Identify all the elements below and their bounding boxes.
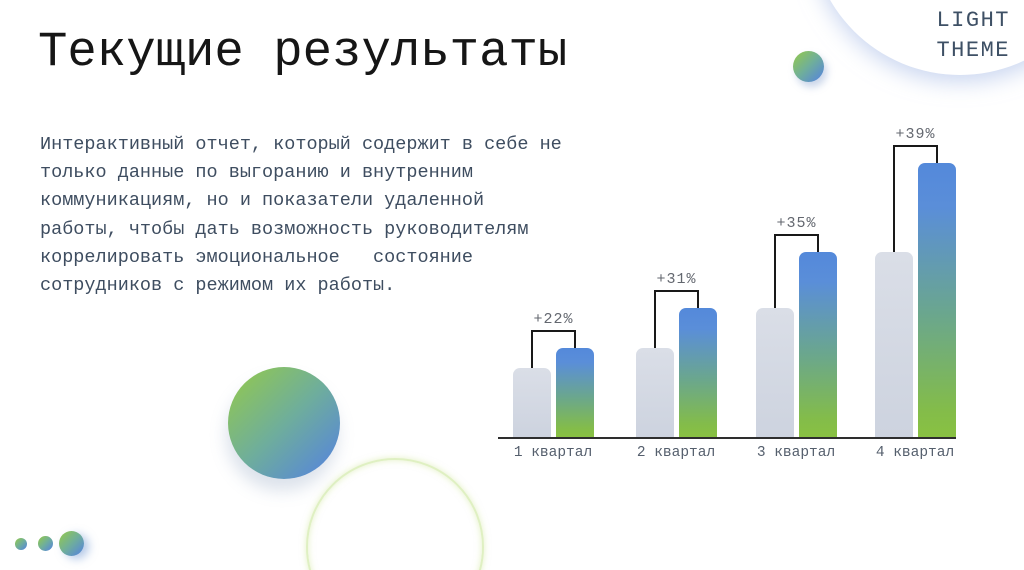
bracket-left-line — [893, 147, 895, 252]
bar-previous-period — [513, 368, 551, 437]
bar-current-period — [918, 163, 956, 437]
bracket-left-line — [774, 236, 776, 308]
bracket-top-line — [531, 330, 576, 332]
bracket-right-line — [574, 332, 576, 348]
decor-sphere-dot-medium — [38, 536, 53, 551]
growth-percent-label: +31% — [656, 271, 697, 288]
x-axis-category-label: 2 квартал — [636, 445, 716, 461]
theme-badge-line2: THEME — [936, 38, 1010, 63]
growth-percent-label: +35% — [776, 215, 817, 232]
bracket-top-line — [654, 290, 699, 292]
bracket-right-line — [817, 236, 819, 252]
bracket-right-line — [697, 292, 699, 308]
x-axis-category-label: 3 квартал — [756, 445, 836, 461]
x-axis-category-label: 1 квартал — [513, 445, 593, 461]
decor-sphere-top-right — [793, 51, 824, 82]
decor-sphere-mid-left — [228, 367, 340, 479]
bracket-left-line — [531, 332, 533, 368]
intro-paragraph: Интерактивный отчет, который содержит в … — [40, 131, 562, 300]
bracket-top-line — [893, 145, 938, 147]
decor-ring-bottom — [306, 458, 484, 570]
theme-badge: LIGHT THEME — [936, 6, 1010, 66]
bar-previous-period — [756, 308, 794, 437]
bar-previous-period — [636, 348, 674, 437]
bracket-top-line — [774, 234, 819, 236]
intro-line-6: сотрудников с режимом их работы. — [40, 275, 396, 297]
bar-current-period — [799, 252, 837, 437]
intro-line-4: работы, чтобы дать возможность руководит… — [40, 218, 529, 240]
page-title: Текущие результаты — [38, 24, 568, 80]
bar-previous-period — [875, 252, 913, 437]
bracket-right-line — [936, 147, 938, 163]
x-axis-line — [498, 437, 956, 439]
growth-percent-label: +22% — [533, 311, 574, 328]
intro-line-5: коррелировать эмоциональное состояние — [40, 246, 473, 268]
theme-badge-line1: LIGHT — [936, 8, 1010, 33]
bar-current-period — [556, 348, 594, 437]
intro-line-3: коммуникациям, но и показатели удаленной — [40, 190, 485, 212]
growth-percent-label: +39% — [895, 126, 936, 143]
bar-chart: +22% 1 квартал +31% 2 квартал +35% 3 квартал +… — [498, 119, 956, 461]
intro-line-1: Интерактивный отчет, который содержит в … — [40, 134, 562, 155]
decor-sphere-dot-large — [59, 531, 84, 556]
bracket-left-line — [654, 292, 656, 348]
bar-current-period — [679, 308, 717, 437]
intro-line-2: только данные по выгоранию и внутренним — [40, 162, 473, 184]
decor-sphere-dot-small — [15, 538, 27, 550]
x-axis-category-label: 4 квартал — [875, 445, 955, 461]
